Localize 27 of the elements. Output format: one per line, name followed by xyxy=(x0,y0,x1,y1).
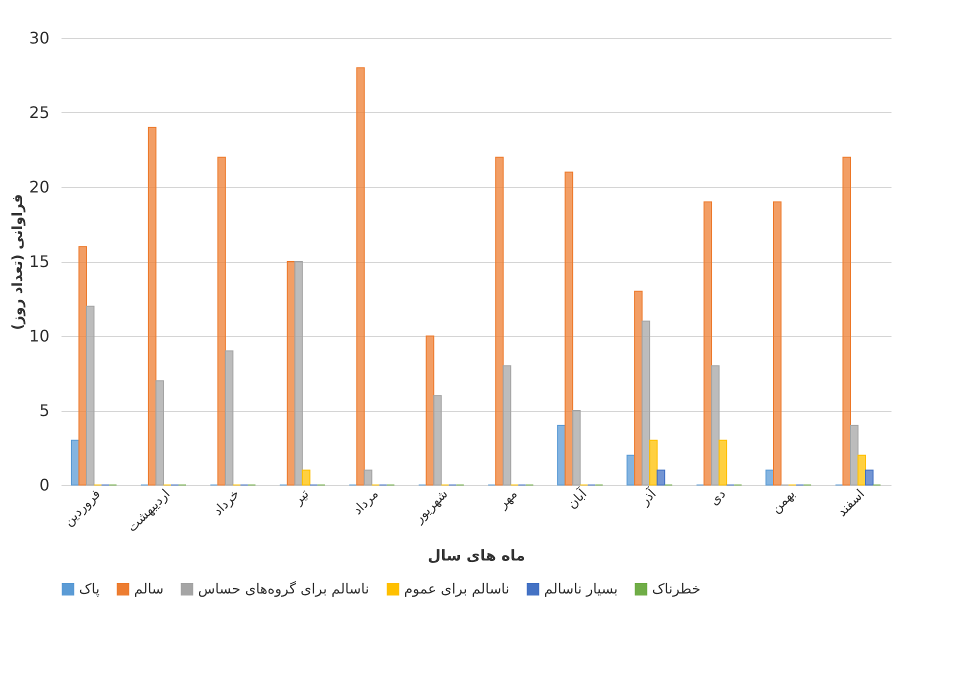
y-tick-label: 0 xyxy=(39,476,50,494)
legend-label: سالم xyxy=(134,581,164,598)
y-axis-title: فراوانی (تعداد روز) xyxy=(10,194,26,330)
y-tick-label: 25 xyxy=(29,103,50,122)
y-tick-label: 30 xyxy=(29,28,50,48)
x-tick-label: آذر xyxy=(636,484,661,510)
y-tick-label: 5 xyxy=(39,401,50,420)
legend-label: ناسالم برای عموم xyxy=(404,581,510,598)
legend-label: بسیار ناسالم xyxy=(544,581,618,598)
x-tick-label: مهر xyxy=(495,486,521,512)
x-tick-label: اردیبهشت xyxy=(124,486,174,536)
x-axis-title: ماه های سال xyxy=(428,546,526,565)
x-tick-label: بهمن xyxy=(768,486,798,517)
x-tick-label: خرداد xyxy=(210,486,243,519)
x-tick-label: تیر xyxy=(290,486,313,509)
x-tick-label: فروردین xyxy=(61,486,104,530)
x-tick-label: اسفند xyxy=(834,486,868,520)
x-tick-label: آبان xyxy=(563,484,592,512)
legend-label: خطرناک xyxy=(652,581,701,598)
y-tick-label: 10 xyxy=(29,326,50,346)
legend-label: ناسالم برای گروه‌های حساس xyxy=(198,580,370,598)
legend-label: پاک xyxy=(79,581,100,598)
y-tick-label: 20 xyxy=(29,178,50,196)
x-tick-label: دی xyxy=(707,486,730,509)
y-tick-label: 15 xyxy=(29,252,50,271)
x-tick-label: مرداد xyxy=(350,486,382,518)
x-tick-label: شهریور xyxy=(411,486,452,527)
